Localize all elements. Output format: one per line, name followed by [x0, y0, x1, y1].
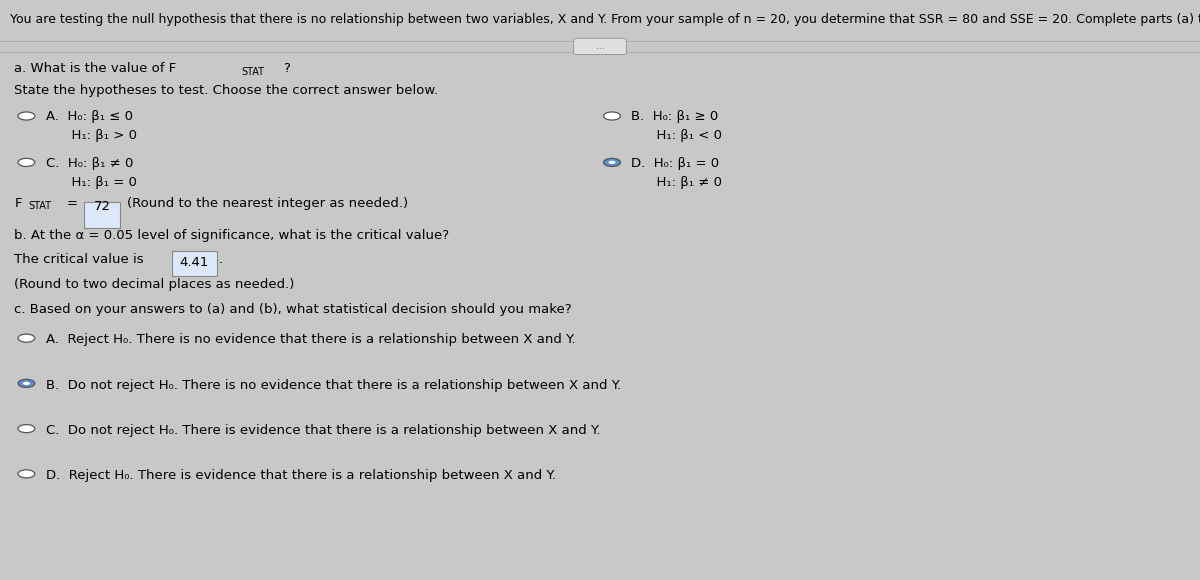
Text: State the hypotheses to test. Choose the correct answer below.: State the hypotheses to test. Choose the…	[14, 84, 438, 97]
Text: H₁: β₁ = 0: H₁: β₁ = 0	[46, 176, 137, 189]
Text: C.  Do not reject H₀. There is evidence that there is a relationship between X a: C. Do not reject H₀. There is evidence t…	[46, 424, 600, 437]
Text: 4.41: 4.41	[180, 256, 209, 269]
Text: STAT: STAT	[29, 201, 52, 211]
Circle shape	[18, 425, 35, 433]
Circle shape	[23, 382, 30, 385]
FancyBboxPatch shape	[172, 251, 217, 276]
Text: B.  H₀: β₁ ≥ 0: B. H₀: β₁ ≥ 0	[631, 110, 719, 123]
Text: ?: ?	[283, 62, 290, 75]
Circle shape	[18, 470, 35, 478]
Circle shape	[18, 112, 35, 120]
Text: F: F	[14, 197, 22, 210]
Text: The critical value is: The critical value is	[14, 253, 149, 266]
Circle shape	[604, 112, 620, 120]
Text: D.  H₀: β₁ = 0: D. H₀: β₁ = 0	[631, 157, 719, 169]
FancyBboxPatch shape	[84, 202, 120, 228]
Text: (Round to the nearest integer as needed.): (Round to the nearest integer as needed.…	[127, 197, 408, 210]
Text: H₁: β₁ < 0: H₁: β₁ < 0	[631, 129, 722, 142]
Text: D.  Reject H₀. There is evidence that there is a relationship between X and Y.: D. Reject H₀. There is evidence that the…	[46, 469, 556, 482]
Text: H₁: β₁ ≠ 0: H₁: β₁ ≠ 0	[631, 176, 722, 189]
Circle shape	[18, 158, 35, 166]
Text: A.  Reject H₀. There is no evidence that there is a relationship between X and Y: A. Reject H₀. There is no evidence that …	[46, 334, 575, 346]
Text: a. What is the value of F: a. What is the value of F	[14, 62, 176, 75]
Text: .: .	[218, 253, 222, 266]
Text: You are testing the null hypothesis that there is no relationship between two va: You are testing the null hypothesis that…	[10, 13, 1200, 26]
FancyBboxPatch shape	[574, 38, 626, 55]
Circle shape	[18, 379, 35, 387]
Text: C.  H₀: β₁ ≠ 0: C. H₀: β₁ ≠ 0	[46, 157, 133, 169]
Circle shape	[604, 158, 620, 166]
Text: B.  Do not reject H₀. There is no evidence that there is a relationship between : B. Do not reject H₀. There is no evidenc…	[46, 379, 620, 392]
Text: 72: 72	[94, 200, 110, 212]
Circle shape	[608, 161, 616, 164]
Circle shape	[18, 334, 35, 342]
Text: b. At the α = 0.05 level of significance, what is the critical value?: b. At the α = 0.05 level of significance…	[14, 229, 450, 241]
Text: STAT: STAT	[241, 67, 264, 77]
Text: H₁: β₁ > 0: H₁: β₁ > 0	[46, 129, 137, 142]
Text: (Round to two decimal places as needed.): (Round to two decimal places as needed.)	[14, 278, 295, 291]
Text: ...: ...	[595, 42, 605, 51]
Text: =: =	[67, 197, 83, 210]
Text: c. Based on your answers to (a) and (b), what statistical decision should you ma: c. Based on your answers to (a) and (b),…	[14, 303, 572, 316]
Text: A.  H₀: β₁ ≤ 0: A. H₀: β₁ ≤ 0	[46, 110, 132, 123]
